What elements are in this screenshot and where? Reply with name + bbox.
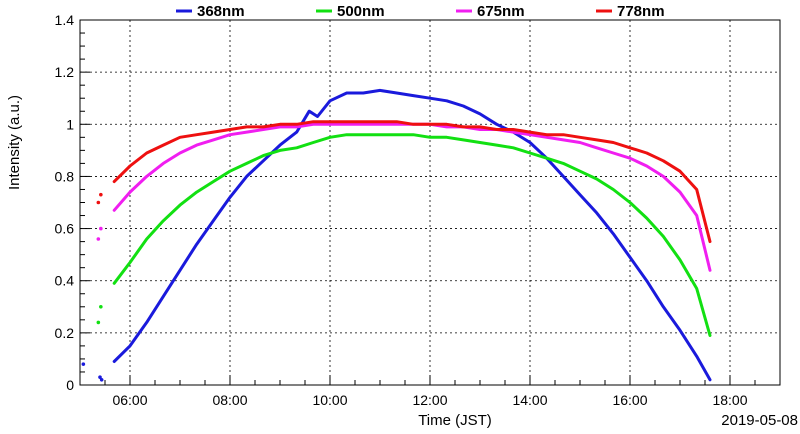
series-lines xyxy=(81,88,712,382)
legend: 368nm 500nm 675nm 778nm xyxy=(176,3,665,20)
legend-label: 675nm xyxy=(477,3,525,20)
legend-label: 778nm xyxy=(617,3,665,20)
x-tick-label: 08:00 xyxy=(212,392,247,408)
legend-label: 500nm xyxy=(337,3,385,20)
x-tick-label: 14:00 xyxy=(512,392,547,408)
series-778nm xyxy=(96,120,712,244)
data-point xyxy=(99,304,103,309)
y-axis-title: Intensity (a.u.) xyxy=(6,95,23,190)
data-point xyxy=(96,200,101,205)
x-tick-label: 12:00 xyxy=(412,392,447,408)
data-point xyxy=(98,375,102,379)
data-point xyxy=(96,237,101,241)
x-tick-label: 10:00 xyxy=(312,392,347,408)
y-tick-label: 0 xyxy=(66,377,74,393)
series-line xyxy=(112,120,712,244)
series-line xyxy=(112,133,712,337)
data-point xyxy=(96,320,101,325)
axis-ticks: 06:00 08:00 10:00 12:00 14:00 16:00 18:00 0 0.2 0… xyxy=(55,12,781,408)
data-point xyxy=(99,226,103,231)
x-tick-label: 18:00 xyxy=(712,392,747,408)
y-tick-label: 0.6 xyxy=(55,221,75,237)
series-368nm xyxy=(81,88,712,382)
y-tick-label: 1.2 xyxy=(55,64,75,80)
x-axis-title: Time (JST) xyxy=(418,412,492,429)
data-point xyxy=(99,377,104,382)
date-label: 2019-05-08 xyxy=(721,412,798,429)
series-line xyxy=(112,88,712,382)
x-tick-label: 06:00 xyxy=(112,392,147,408)
series-500nm xyxy=(96,133,712,337)
y-tick-label: 1.4 xyxy=(55,12,75,28)
y-tick-label: 1 xyxy=(66,116,74,132)
y-tick-label: 0.8 xyxy=(55,168,75,184)
y-tick-label: 0.4 xyxy=(55,273,75,289)
legend-label: 368nm xyxy=(197,3,245,20)
data-point xyxy=(99,192,103,197)
data-point xyxy=(81,362,86,366)
y-tick-label: 0.2 xyxy=(55,325,75,341)
x-tick-label: 16:00 xyxy=(612,392,647,408)
